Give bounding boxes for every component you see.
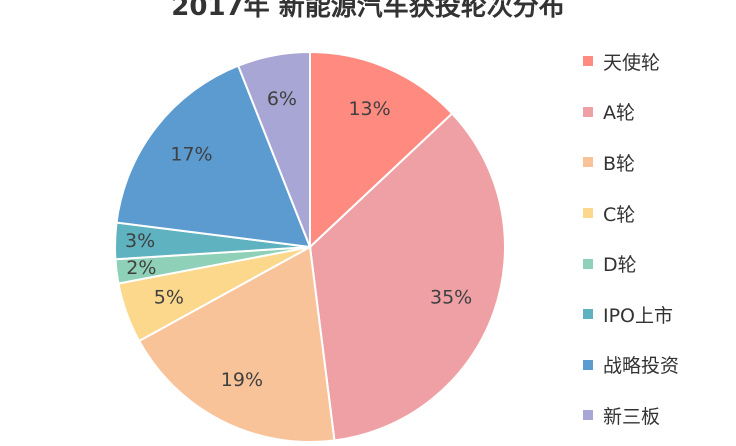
data-label-3: 19%	[221, 369, 263, 391]
legend-swatch	[583, 208, 593, 219]
legend-item-3: B轮	[583, 137, 679, 188]
data-label-1: 13%	[348, 98, 390, 120]
legend-label: 战略投资	[603, 355, 680, 378]
data-label-7: 17%	[170, 144, 212, 166]
pie-slice-1	[309, 50, 454, 250]
legend-swatch	[583, 258, 593, 269]
legend-swatch	[583, 106, 593, 117]
pie-slice-7	[115, 64, 312, 249]
legend-label: 新三板	[603, 405, 661, 428]
data-label-6: 3%	[125, 230, 155, 252]
pie-slice-2	[308, 112, 506, 442]
pie-slice-3	[137, 245, 336, 443]
data-label-5: 2%	[126, 257, 156, 279]
data-label-8: 6%	[267, 88, 297, 110]
legend-label: IPO上市	[603, 304, 674, 327]
pie-slice-8	[236, 50, 311, 248]
legend-item-7: 战略投资	[583, 340, 679, 391]
legend-swatch	[583, 157, 593, 168]
data-label-4: 5%	[154, 286, 184, 308]
legend-item-6: IPO上市	[583, 289, 679, 340]
chart-legend: 天使轮 A轮 B轮 C轮 D轮 IPO上市战略投资新三板	[583, 36, 679, 441]
legend-label: B轮	[603, 152, 636, 175]
legend-label: D轮	[603, 254, 637, 277]
data-label-2: 35%	[430, 286, 472, 308]
legend-item-4: C轮	[583, 188, 679, 239]
legend-label: C轮	[603, 203, 636, 226]
legend-swatch	[583, 309, 593, 320]
chart-title: 2017年 新能源汽车获投轮次分布	[171, 0, 565, 22]
legend-swatch	[583, 56, 593, 67]
legend-label: A轮	[603, 102, 635, 125]
legend-item-1: 天使轮	[583, 36, 679, 87]
legend-item-5: D轮	[583, 238, 679, 289]
legend-label: 天使轮	[603, 51, 661, 74]
legend-item-2: A轮	[583, 87, 679, 138]
legend-item-8: 新三板	[583, 390, 679, 441]
legend-swatch	[583, 359, 593, 370]
legend-swatch	[583, 410, 593, 421]
